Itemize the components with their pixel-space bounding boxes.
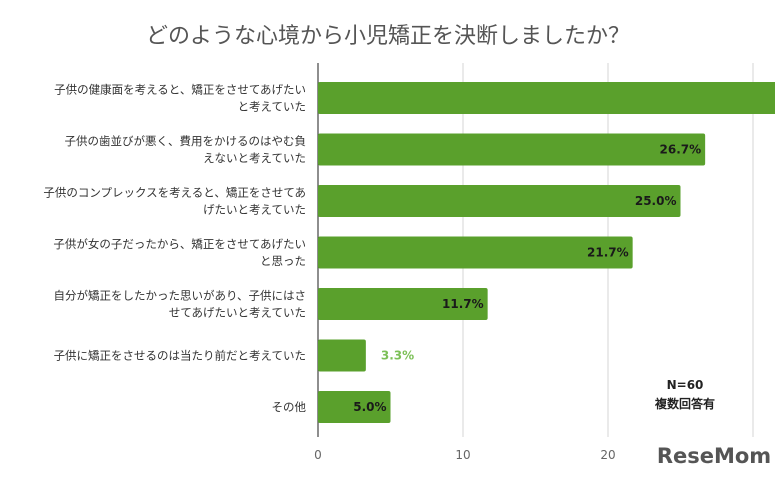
data-label: 5.0% — [353, 400, 386, 414]
x-tick-label: 10 — [455, 448, 470, 462]
category-label: 子供が女の子だったから、矯正をさせてあげたい — [53, 237, 306, 251]
bar — [318, 236, 633, 269]
data-label: 11.7% — [442, 297, 484, 311]
x-tick-label: 20 — [600, 448, 615, 462]
category-label: 子供の健康面を考えると、矯正をさせてあげたい — [54, 83, 306, 97]
bar — [318, 82, 775, 114]
category-label: 自分が矯正をしたかった思いがあり、子供にはさ — [53, 289, 306, 303]
category-label: と思った — [260, 254, 306, 268]
category-label: 子供のコンプレックスを考えると、矯正をさせてあ — [43, 186, 306, 200]
bar — [318, 288, 488, 320]
resemom-logo: ReseMom — [657, 444, 771, 468]
category-label: 子供の歯並びが悪く、費用をかけるのはやむ負 — [65, 134, 307, 148]
bar — [318, 339, 366, 372]
x-axis-ticks: 0 10 20 — [314, 448, 615, 462]
x-tick-label: 0 — [314, 448, 322, 462]
category-label: げたいと考えていた — [203, 203, 306, 217]
bar — [318, 185, 681, 217]
bar — [318, 391, 391, 423]
category-label: と考えていた — [238, 100, 306, 114]
chart-title: どのような心境から小児矯正を決断しましたか？ — [146, 24, 630, 49]
category-labels: 子供の健康面を考えると、矯正をさせてあげたいと考えていた子供の歯並びが悪く、費用… — [43, 83, 306, 415]
category-label: せてあげたいと考えていた — [169, 306, 306, 320]
data-label: 21.7% — [587, 246, 629, 260]
multiple-answers-note: 複数回答有 — [654, 396, 715, 411]
data-label: 26.7% — [660, 143, 702, 157]
data-label: 25.0% — [635, 194, 677, 208]
data-label: 3.3% — [381, 349, 414, 363]
bar — [318, 133, 706, 166]
bars: 45.0%26.7%25.0%21.7%11.7%3.3%5.0% — [318, 82, 775, 423]
sample-size-note: N=60 — [667, 378, 704, 392]
category-label: 子供に矯正をさせるのは当たり前だと考えていた — [54, 349, 306, 363]
category-label: その他 — [272, 400, 307, 414]
category-label: えないと考えていた — [203, 151, 306, 165]
